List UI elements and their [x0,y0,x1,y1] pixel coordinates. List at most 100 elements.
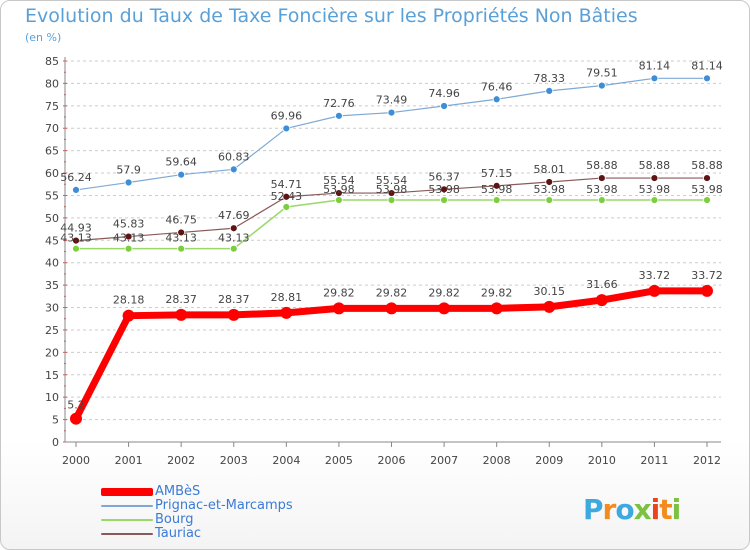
data-label: 29.82 [481,286,513,299]
y-tick-label: 85 [45,55,59,68]
legend-item: Prignac-et-Marcamps [101,499,293,513]
data-point [72,186,80,194]
data-label: 81.14 [639,59,671,72]
legend-swatch [101,532,153,535]
x-tick-label: 2011 [640,454,668,467]
data-label: 57.9 [116,163,141,176]
y-tick-label: 65 [45,145,59,158]
data-point [595,294,608,307]
data-point [282,124,291,133]
y-tick-label: 35 [45,279,59,292]
data-point [229,224,238,233]
data-point [545,178,554,186]
x-tick-label: 2003 [220,454,248,467]
data-point [227,308,240,321]
data-label: 53.98 [481,183,513,196]
data-label: 29.82 [376,286,408,299]
logo-letter: i [650,493,661,526]
data-label: 53.98 [639,183,671,196]
data-label: 55.54 [323,174,355,187]
y-tick-label: 30 [45,302,59,315]
data-point [282,192,291,201]
logo-letter: P [583,493,604,526]
x-tick-label: 2012 [693,454,721,467]
data-label: 56.24 [60,171,92,184]
x-tick-label: 2000 [62,454,90,467]
logo-letter: x [633,493,652,526]
data-label: 79.51 [586,67,618,80]
data-label: 33.72 [691,269,723,282]
x-tick-label: 2004 [272,454,300,467]
data-label: 69.96 [271,109,303,122]
y-tick-label: 25 [45,324,59,337]
data-point [650,196,659,204]
y-tick-label: 0 [52,436,59,449]
data-label: 81.14 [691,59,723,72]
data-label: 43.13 [60,232,92,245]
data-point [703,174,711,182]
data-point [124,232,133,241]
data-label: 53.98 [376,183,408,196]
data-point [124,244,133,253]
data-label: 29.82 [323,286,355,299]
data-point [335,111,343,120]
data-point [332,302,345,315]
data-point [440,102,448,110]
data-label: 55.54 [376,174,408,187]
data-point [122,309,135,322]
x-tick-label: 2006 [378,454,406,467]
data-point [543,300,556,313]
data-label: 28.37 [165,293,197,306]
y-tick-label: 80 [45,77,59,90]
data-label: 58.01 [534,163,566,176]
y-tick-label: 75 [45,100,59,113]
data-point [490,302,503,315]
data-point [387,108,396,117]
data-point [177,170,186,179]
y-tick-label: 45 [45,234,59,247]
legend-item: AMBèS [101,485,293,499]
data-label: 58.88 [691,159,723,172]
data-label: 29.82 [428,286,460,299]
data-label: 56.37 [428,170,460,183]
data-point [335,196,343,204]
data-label: 76.46 [481,80,513,93]
data-point [72,236,80,245]
data-label: 60.83 [218,150,250,163]
y-tick-label: 55 [45,189,59,202]
legend-swatch [101,487,153,496]
data-label: 78.33 [534,72,566,85]
data-point [703,196,711,204]
data-point [124,178,133,187]
data-point [597,81,606,90]
logo-letter: i [671,493,682,526]
x-tick-label: 2008 [483,454,511,467]
data-point [72,244,80,253]
data-label: 31.66 [586,278,618,291]
data-point [492,95,501,104]
data-point [650,74,659,83]
data-label: 53.98 [323,183,355,196]
y-tick-label: 40 [45,257,59,270]
x-tick-label: 2001 [115,454,143,467]
proxiti-logo: Proxiti [583,493,682,526]
y-tick-label: 60 [45,167,59,180]
legend-label: Bourg [155,512,194,527]
data-label: 74.96 [428,87,460,100]
line-chart: 0 5 10 15 20 25 30 35 40 45 50 55 60 65 70 75 80 85 2000 20… [45,55,723,467]
data-label: 72.76 [323,97,355,110]
data-label: 44.93 [60,222,92,235]
data-label: 54.71 [271,178,303,191]
data-label: 28.81 [271,291,303,304]
chart-title: Evolution du Taux de Taxe Foncière sur l… [25,5,638,27]
legend-swatch [101,518,153,521]
legend-item: Bourg [101,513,293,527]
data-point [703,74,711,83]
data-point [597,196,606,204]
data-point [229,165,238,174]
data-point [282,203,291,211]
data-label: 5.2 [67,399,85,412]
data-label: 33.72 [639,269,671,282]
data-point [648,284,661,297]
